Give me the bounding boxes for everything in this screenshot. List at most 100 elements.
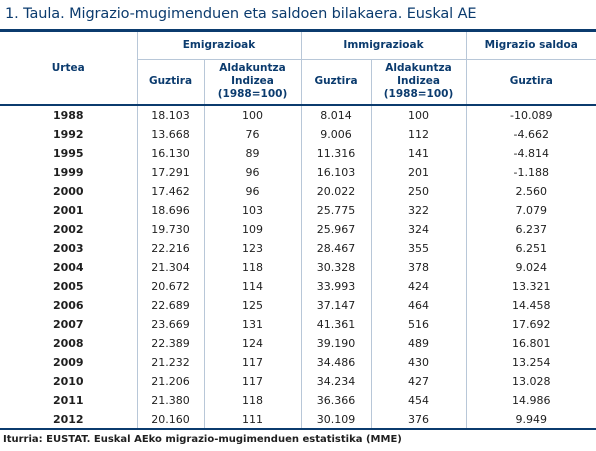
cell-migrazio-saldoa: 6.237 [465,220,596,239]
top-rule [0,29,596,32]
cell-immigrazioak-indizea: 201 [370,163,467,182]
header-emig-aldakuntza-line2: Indizea [231,75,274,88]
cell-emigrazioak-indizea: 123 [203,239,301,258]
cell-immigrazioak-indizea: 250 [370,182,467,201]
cell-immigrazioak-guztira: 9.006 [300,125,371,144]
table-row: 2002 19.730 109 25.967 324 6.237 [0,220,596,239]
table-row: 2009 21.232 117 34.486 430 13.254 [0,353,596,372]
cell-migrazio-saldoa: 9.024 [465,258,596,277]
cell-immigrazioak-indizea: 464 [370,296,467,315]
cell-emigrazioak-indizea: 89 [203,144,301,163]
cell-immigrazioak-indizea: 424 [370,277,467,296]
cell-immigrazioak-indizea: 516 [370,315,467,334]
cell-emigrazioak-guztira: 22.389 [136,334,204,353]
table-row: 1988 18.103 100 8.014 100 -10.089 [0,105,596,125]
cell-year: 2010 [52,375,84,388]
cell-migrazio-saldoa: -1.188 [465,163,596,182]
cell-emigrazioak-guztira: 19.730 [136,220,204,239]
cell-immigrazioak-indizea: 324 [370,220,467,239]
cell-emigrazioak-guztira: 17.462 [136,182,204,201]
cell-immigrazioak-guztira: 30.109 [300,410,371,429]
cell-migrazio-saldoa: -10.089 [465,105,596,125]
cell-emigrazioak-guztira: 22.689 [136,296,204,315]
cell-immigrazioak-guztira: 28.467 [300,239,371,258]
cell-migrazio-saldoa: 17.692 [465,315,596,334]
table-body: 1988 18.103 100 8.014 100 -10.089 1992 13.668 76… [0,105,596,429]
cell-year: 2001 [52,204,84,217]
table-row: 1999 17.291 96 16.103 201 -1.188 [0,163,596,182]
cell-emigrazioak-guztira: 16.130 [136,144,204,163]
cell-migrazio-saldoa: 14.986 [465,391,596,410]
source-note: Iturria: EUSTAT. Euskal AEko migrazio-mu… [3,434,402,445]
table-row: 2007 23.669 131 41.361 516 17.692 [0,315,596,334]
table-title: 1. Taula. Migrazio-mugimenduen eta saldo… [5,6,477,22]
table-row: 2012 20.160 111 30.109 376 9.949 [0,410,596,429]
header-immigrazioak: Immigrazioak [300,32,467,60]
cell-migrazio-saldoa: 2.560 [465,182,596,201]
cell-immigrazioak-guztira: 41.361 [300,315,371,334]
cell-migrazio-saldoa: 13.321 [465,277,596,296]
table-row: 2008 22.389 124 39.190 489 16.801 [0,334,596,353]
cell-year: 2006 [52,299,84,312]
cell-immigrazioak-indizea: 430 [370,353,467,372]
header-emig-aldakuntza-line1: Aldakuntza [219,62,286,75]
cell-immigrazioak-guztira: 25.775 [300,201,371,220]
table-row: 2001 18.696 103 25.775 322 7.079 [0,201,596,220]
header-emig-aldakuntza: Aldakuntza Indizea (1988=100) [203,59,301,106]
cell-emigrazioak-indizea: 100 [203,105,301,125]
cell-emigrazioak-indizea: 111 [203,410,301,429]
header-immig-aldakuntza: Aldakuntza Indizea (1988=100) [370,59,467,106]
table-row: 1995 16.130 89 11.316 141 -4.814 [0,144,596,163]
table-row: 2010 21.206 117 34.234 427 13.028 [0,372,596,391]
header-migrazio-saldoa: Migrazio saldoa [465,32,596,60]
cell-emigrazioak-guztira: 21.206 [136,372,204,391]
cell-immigrazioak-guztira: 25.967 [300,220,371,239]
cell-emigrazioak-indizea: 109 [203,220,301,239]
cell-emigrazioak-guztira: 20.672 [136,277,204,296]
table-row: 1992 13.668 76 9.006 112 -4.662 [0,125,596,144]
cell-emigrazioak-indizea: 76 [203,125,301,144]
cell-immigrazioak-indizea: 322 [370,201,467,220]
migration-table: Urtea Emigrazioak Immigrazioak Migrazio … [0,32,596,429]
cell-immigrazioak-indizea: 378 [370,258,467,277]
cell-year: 1988 [52,109,84,122]
cell-immigrazioak-guztira: 16.103 [300,163,371,182]
cell-emigrazioak-indizea: 131 [203,315,301,334]
cell-immigrazioak-guztira: 34.486 [300,353,371,372]
cell-emigrazioak-indizea: 117 [203,372,301,391]
cell-immigrazioak-indizea: 489 [370,334,467,353]
cell-year: 2012 [52,413,84,426]
header-emig-aldakuntza-line3: (1988=100) [217,88,288,101]
header-immig-guztira: Guztira [300,59,371,106]
cell-year: 2009 [52,356,84,369]
cell-immigrazioak-guztira: 33.993 [300,277,371,296]
cell-immigrazioak-guztira: 20.022 [300,182,371,201]
cell-immigrazioak-guztira: 30.328 [300,258,371,277]
table-row: 2003 22.216 123 28.467 355 6.251 [0,239,596,258]
cell-emigrazioak-indizea: 103 [203,201,301,220]
cell-migrazio-saldoa: 13.028 [465,372,596,391]
cell-immigrazioak-guztira: 8.014 [300,105,371,125]
cell-emigrazioak-indizea: 118 [203,391,301,410]
header-immig-aldakuntza-line3: (1988=100) [383,88,454,101]
table-row: 2000 17.462 96 20.022 250 2.560 [0,182,596,201]
cell-immigrazioak-indizea: 376 [370,410,467,429]
cell-year: 2005 [52,280,84,293]
cell-immigrazioak-indizea: 112 [370,125,467,144]
cell-year: 1999 [52,166,84,179]
cell-emigrazioak-guztira: 23.669 [136,315,204,334]
cell-year: 1995 [52,147,84,160]
cell-year: 2007 [52,318,84,331]
cell-emigrazioak-indizea: 96 [203,182,301,201]
cell-emigrazioak-guztira: 21.380 [136,391,204,410]
header-emig-guztira: Guztira [136,59,204,106]
bottom-rule [0,428,596,430]
cell-immigrazioak-guztira: 39.190 [300,334,371,353]
cell-immigrazioak-guztira: 36.366 [300,391,371,410]
cell-immigrazioak-guztira: 34.234 [300,372,371,391]
cell-immigrazioak-indizea: 454 [370,391,467,410]
cell-migrazio-saldoa: 16.801 [465,334,596,353]
cell-year: 2000 [52,185,84,198]
cell-emigrazioak-indizea: 125 [203,296,301,315]
cell-emigrazioak-indizea: 96 [203,163,301,182]
